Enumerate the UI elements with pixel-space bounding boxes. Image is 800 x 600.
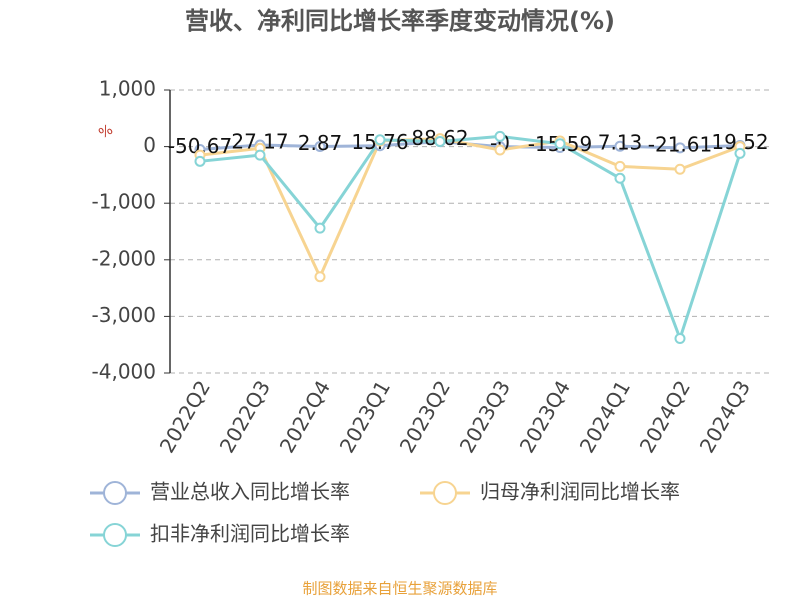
data-point bbox=[614, 140, 626, 152]
source-note: 制图数据来自恒生聚源数据库 bbox=[302, 580, 497, 598]
data-point bbox=[194, 155, 206, 167]
data-point bbox=[674, 163, 686, 175]
x-tick-label: 2023Q1 bbox=[335, 376, 395, 457]
y-tick-label: -1,000 bbox=[92, 190, 156, 214]
chart-title: 营收、净利同比增长率季度变动情况(%) bbox=[185, 7, 615, 35]
legend-label: 营业总收入同比增长率 bbox=[150, 480, 350, 504]
y-tick-label: 1,000 bbox=[99, 77, 156, 101]
x-tick-label: 2022Q2 bbox=[155, 376, 215, 457]
x-tick-label: 2023Q2 bbox=[395, 376, 455, 457]
x-tick-label: 2024Q2 bbox=[635, 376, 695, 457]
series-line bbox=[199, 137, 741, 281]
x-tick-label: 2024Q3 bbox=[695, 376, 755, 457]
data-point bbox=[314, 222, 326, 234]
legend-marker bbox=[433, 481, 457, 505]
x-tick-label: 2022Q4 bbox=[275, 376, 335, 457]
data-point bbox=[314, 140, 326, 152]
y-tick-label: -4,000 bbox=[92, 360, 156, 384]
y-tick-label: -3,000 bbox=[92, 303, 156, 327]
data-point bbox=[614, 172, 626, 184]
data-point bbox=[374, 134, 386, 146]
series-line bbox=[199, 134, 742, 344]
data-point bbox=[554, 138, 566, 150]
data-point bbox=[674, 142, 686, 154]
legend-marker bbox=[103, 481, 127, 505]
data-point bbox=[614, 160, 626, 172]
x-tick-label: 2023Q3 bbox=[455, 376, 515, 457]
y-tick-label: 0 bbox=[143, 133, 156, 157]
data-point bbox=[734, 147, 746, 159]
y-unit: % bbox=[96, 122, 116, 143]
data-point bbox=[494, 144, 506, 156]
x-tick-label: 2022Q3 bbox=[215, 376, 275, 457]
data-point bbox=[674, 332, 686, 344]
legend-marker bbox=[103, 523, 127, 547]
legend-label: 扣非净利润同比增长率 bbox=[150, 522, 350, 546]
legend-label: 归母净利润同比增长率 bbox=[480, 480, 680, 504]
data-label: 7.13 bbox=[598, 131, 643, 155]
data-point bbox=[254, 149, 266, 161]
data-point bbox=[314, 271, 326, 283]
x-tick-label: 2023Q4 bbox=[515, 376, 575, 457]
x-tick-label: 2024Q1 bbox=[575, 376, 635, 457]
data-point bbox=[494, 130, 506, 142]
y-tick-label: -2,000 bbox=[92, 246, 156, 270]
data-label: 2.87 bbox=[298, 131, 343, 155]
data-point bbox=[434, 136, 446, 148]
data-label: -21.61 bbox=[648, 132, 712, 156]
